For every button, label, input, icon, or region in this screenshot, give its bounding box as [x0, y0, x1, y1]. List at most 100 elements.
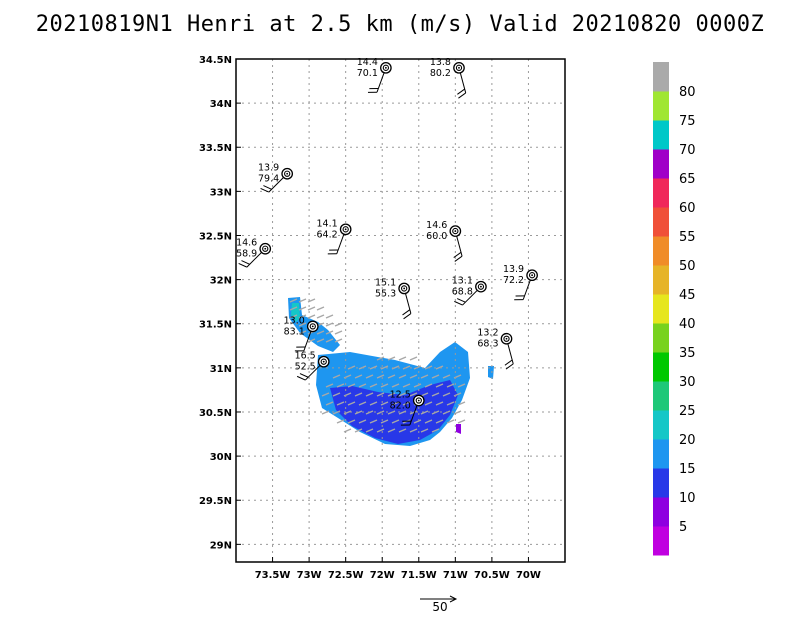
- wind-vector: [413, 419, 422, 424]
- station-value-bottom: 60.0: [426, 231, 447, 242]
- station-value-bottom: 83.1: [284, 326, 305, 337]
- wind-vector: [435, 383, 444, 388]
- wind-vector: [325, 314, 334, 319]
- barb-flag: [505, 363, 514, 370]
- station-value-top: 13.0: [284, 315, 305, 326]
- colorbar-segment: [653, 410, 669, 440]
- wind-vector: [316, 338, 325, 343]
- wind-vector: [391, 365, 400, 370]
- colorbar-label: 60: [679, 201, 696, 216]
- wind-vector: [424, 419, 433, 424]
- wind-vector: [325, 383, 334, 388]
- barb-flag: [296, 375, 306, 381]
- barb-flag: [238, 262, 248, 268]
- wind-vector: [380, 383, 389, 388]
- wind-vector: [402, 365, 411, 370]
- wind-vector: [409, 428, 418, 433]
- station-symbol-dot: [458, 66, 460, 69]
- colorbar-label: 70: [679, 143, 696, 158]
- wind-vector: [369, 383, 378, 388]
- wind-vector: [446, 383, 455, 388]
- station-value-top: 14.4: [357, 57, 378, 68]
- wind-vector: [347, 401, 356, 406]
- station-value-top: 13.9: [503, 264, 524, 275]
- colorbar-label: 65: [679, 172, 696, 187]
- x-tick-label: 71.5W: [401, 570, 437, 581]
- wind-vector: [420, 374, 429, 379]
- wind-vector: [334, 338, 343, 343]
- x-tick-label: 72.5W: [328, 570, 364, 581]
- wind-vector: [298, 314, 307, 319]
- station-symbol-ring: [382, 64, 390, 71]
- y-axis-ticks: 29N 29.5N 30N 30.5N 31N 31.5N 32N 32.5N 33N 33.5N…: [199, 55, 241, 551]
- wind-vector: [336, 383, 345, 388]
- station-symbol-ring: [320, 358, 327, 365]
- wind-vector: [435, 419, 444, 424]
- x-tick-label: 72W: [370, 570, 395, 581]
- colorbar-segment: [653, 207, 669, 237]
- wind-vector: [376, 428, 385, 433]
- wind-vector: [446, 401, 455, 406]
- station-symbol-dot: [454, 230, 457, 232]
- station-value-bottom: 82.0: [390, 401, 411, 412]
- colorbar-label: 75: [679, 114, 696, 129]
- wind-vector: [376, 356, 385, 361]
- station-symbol-dot: [531, 274, 533, 277]
- wind-vector: [321, 392, 330, 397]
- wind-vector: [325, 338, 334, 343]
- wind-vector: [424, 383, 433, 388]
- wind-vector: [398, 356, 407, 361]
- station-value-top: 16.5: [295, 351, 316, 362]
- station-symbol-dot: [344, 228, 347, 231]
- station-symbol-ring: [309, 323, 316, 330]
- station-symbol-dot: [417, 399, 420, 402]
- station-value-bottom: 80.2: [430, 68, 451, 79]
- station-symbol-ring: [477, 283, 485, 290]
- wind-barbs: [238, 67, 533, 426]
- colorbar-segment: [653, 265, 669, 295]
- colorbar-label: 5: [679, 520, 687, 535]
- wind-vector: [289, 314, 298, 319]
- barb-flag: [402, 309, 411, 316]
- wind-vector: [332, 374, 341, 379]
- wind-vector: [307, 298, 316, 303]
- wind-swath: [288, 297, 494, 446]
- barb-flag: [456, 298, 466, 303]
- barb-flag: [260, 187, 269, 193]
- station-value-bottom: 68.3: [477, 339, 498, 350]
- y-tick-label: 31.5N: [199, 320, 232, 331]
- y-tick-label: 29.5N: [199, 496, 232, 507]
- station-value-top: 14.1: [317, 218, 338, 229]
- colorbar-segment: [653, 468, 669, 498]
- wind-vector: [398, 374, 407, 379]
- y-tick-label: 32.5N: [199, 231, 232, 242]
- station-value-bottom: 55.3: [375, 288, 396, 299]
- wind-vector: [298, 298, 307, 303]
- wind-vector: [446, 419, 455, 424]
- station-symbol-ring: [452, 227, 459, 235]
- colorbar-segment: [653, 381, 669, 411]
- x-tick-label: 70W: [516, 570, 541, 581]
- colorbar-segment: [653, 294, 669, 324]
- wind-vector: [347, 383, 356, 388]
- wind-vector: [334, 322, 343, 327]
- wind-vector: [365, 428, 374, 433]
- colorbar-label: 40: [679, 317, 696, 332]
- barb-flag: [403, 313, 412, 320]
- barb-flag: [458, 92, 467, 99]
- x-tick-label: 73.5W: [255, 570, 291, 581]
- wind-vector: [376, 410, 385, 415]
- wind-vector: [289, 298, 298, 303]
- swath-region: [456, 424, 461, 434]
- wind-vector: [387, 356, 396, 361]
- wind-vector: [358, 383, 367, 388]
- wind-vector: [409, 392, 418, 397]
- y-tick-label: 30.5N: [199, 408, 232, 419]
- station-value-bottom: 58.9: [236, 249, 257, 260]
- colorbar-segment: [653, 178, 669, 208]
- y-tick-label: 33.5N: [199, 143, 232, 154]
- y-tick-label: 32N: [210, 276, 232, 287]
- station-value-top: 12.5: [390, 390, 411, 401]
- wind-vector: [316, 314, 325, 319]
